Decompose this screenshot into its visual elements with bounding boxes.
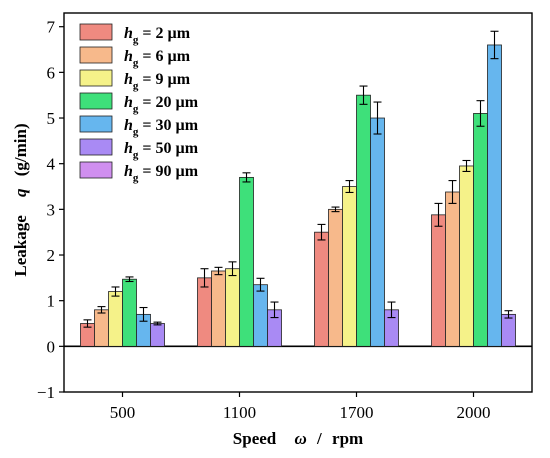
bar [356, 94, 371, 347]
bar [473, 113, 488, 347]
legend-label: hg = 2 µm [124, 25, 191, 46]
bar [211, 270, 226, 347]
y-axis-label: Leakage [11, 215, 30, 277]
y-tick-label: −1 [37, 383, 55, 402]
legend-label: hg = 30 µm [124, 117, 199, 138]
y-tick-label: 6 [47, 63, 56, 82]
legend-label: hg = 6 µm [124, 48, 191, 69]
x-tick-label: 500 [110, 403, 136, 422]
legend-label: hg = 20 µm [124, 94, 199, 115]
bar [225, 268, 240, 347]
legend-swatch [79, 161, 113, 179]
legend-swatch [79, 92, 113, 110]
legend-label: hg = 9 µm [124, 71, 191, 92]
x-axis-symbol: ω [295, 429, 307, 448]
legend-swatch [79, 69, 113, 87]
y-tick-label: 7 [47, 18, 56, 37]
y-tick-label: 3 [47, 200, 56, 219]
y-axis-unit: (g/min) [11, 123, 30, 176]
y-tick-label: 2 [47, 246, 56, 265]
bar [342, 186, 357, 347]
bar [197, 277, 212, 347]
bar [94, 309, 109, 347]
bar [150, 323, 165, 347]
bar [108, 291, 123, 347]
x-tick-label: 1700 [340, 403, 374, 422]
bar [445, 191, 460, 347]
bar [314, 231, 329, 347]
y-tick-label: 1 [47, 292, 56, 311]
y-tick-label: 5 [47, 109, 56, 128]
legend-label: hg = 50 µm [124, 140, 199, 161]
x-axis-unit: rpm [332, 429, 363, 448]
bar [239, 176, 254, 347]
legend-swatch [79, 115, 113, 133]
bar [122, 278, 137, 347]
bar [431, 214, 446, 347]
x-axis-label: Speed [233, 429, 277, 448]
x-axis: 500 1100 1700 2000 [110, 392, 491, 422]
y-tick-label: 0 [47, 337, 56, 356]
bar [487, 44, 502, 347]
legend-swatch [79, 46, 113, 64]
y-axis-title: Leakage q (g/min) [11, 123, 30, 276]
bar [370, 117, 385, 347]
plot-frame [63, 12, 533, 393]
x-tick-label: 1100 [223, 403, 256, 422]
legend-swatch [79, 23, 113, 41]
legend-label: hg = 90 µm [124, 163, 199, 184]
x-axis-title: Speed ω / rpm [233, 429, 363, 448]
legend-swatch [79, 138, 113, 156]
y-tick-label: 4 [47, 155, 56, 174]
bars [80, 30, 516, 347]
bar [459, 165, 474, 347]
y-axis: −1 0 1 2 3 4 5 6 7 [37, 18, 64, 402]
bar [501, 313, 516, 347]
bar [253, 284, 268, 347]
bar [328, 208, 343, 347]
x-tick-label: 2000 [457, 403, 491, 422]
y-axis-symbol: q [11, 188, 30, 197]
